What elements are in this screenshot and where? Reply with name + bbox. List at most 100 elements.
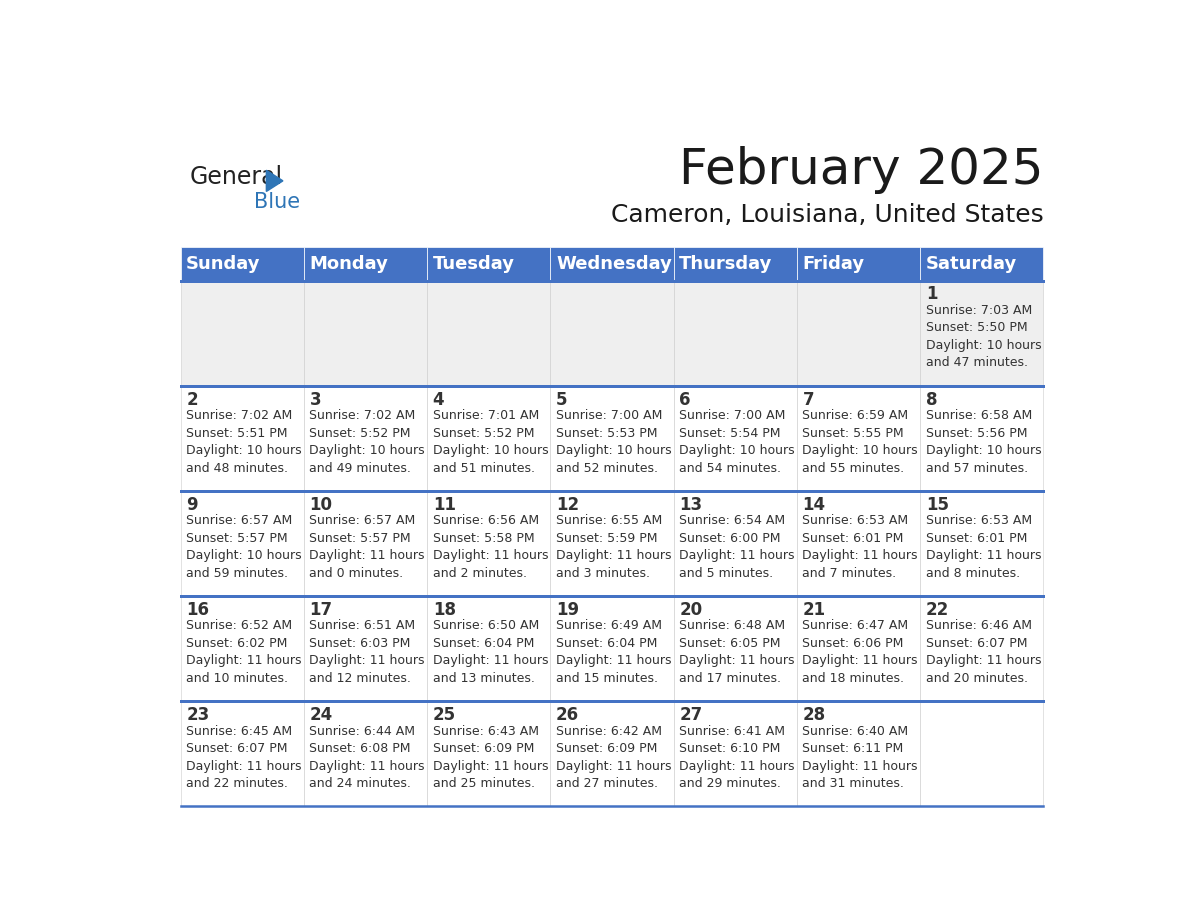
Text: Saturday: Saturday <box>925 254 1017 273</box>
Text: 4: 4 <box>432 391 444 409</box>
Text: 19: 19 <box>556 601 579 619</box>
Text: 9: 9 <box>187 496 198 514</box>
Text: 15: 15 <box>925 496 949 514</box>
Text: Sunrise: 6:47 AM
Sunset: 6:06 PM
Daylight: 11 hours
and 18 minutes.: Sunrise: 6:47 AM Sunset: 6:06 PM Dayligh… <box>802 620 918 685</box>
Bar <box>181 701 304 806</box>
Bar <box>797 491 921 596</box>
Text: Sunrise: 6:59 AM
Sunset: 5:55 PM
Daylight: 10 hours
and 55 minutes.: Sunrise: 6:59 AM Sunset: 5:55 PM Dayligh… <box>802 409 918 475</box>
Bar <box>797 701 921 806</box>
Text: Wednesday: Wednesday <box>556 254 672 273</box>
Text: 5: 5 <box>556 391 568 409</box>
Bar <box>550 701 674 806</box>
Bar <box>921 596 1043 701</box>
Bar <box>304 386 428 491</box>
Text: Sunrise: 6:57 AM
Sunset: 5:57 PM
Daylight: 11 hours
and 0 minutes.: Sunrise: 6:57 AM Sunset: 5:57 PM Dayligh… <box>310 514 425 579</box>
Text: Sunrise: 6:52 AM
Sunset: 6:02 PM
Daylight: 11 hours
and 10 minutes.: Sunrise: 6:52 AM Sunset: 6:02 PM Dayligh… <box>187 620 302 685</box>
Text: 17: 17 <box>310 601 333 619</box>
Text: Sunrise: 6:49 AM
Sunset: 6:04 PM
Daylight: 11 hours
and 15 minutes.: Sunrise: 6:49 AM Sunset: 6:04 PM Dayligh… <box>556 620 671 685</box>
Bar <box>304 596 428 701</box>
Text: Monday: Monday <box>310 254 388 273</box>
Bar <box>674 386 797 491</box>
Bar <box>674 247 797 281</box>
Bar <box>550 247 674 281</box>
Text: 13: 13 <box>680 496 702 514</box>
Text: Friday: Friday <box>802 254 865 273</box>
Text: Sunrise: 6:57 AM
Sunset: 5:57 PM
Daylight: 10 hours
and 59 minutes.: Sunrise: 6:57 AM Sunset: 5:57 PM Dayligh… <box>187 514 302 579</box>
Text: 23: 23 <box>187 706 209 724</box>
Text: Sunrise: 6:48 AM
Sunset: 6:05 PM
Daylight: 11 hours
and 17 minutes.: Sunrise: 6:48 AM Sunset: 6:05 PM Dayligh… <box>680 620 795 685</box>
Text: 21: 21 <box>802 601 826 619</box>
Text: Tuesday: Tuesday <box>432 254 514 273</box>
Bar <box>674 596 797 701</box>
Text: 11: 11 <box>432 496 456 514</box>
Bar <box>550 596 674 701</box>
Text: Sunday: Sunday <box>187 254 260 273</box>
Text: 22: 22 <box>925 601 949 619</box>
Text: Sunrise: 7:03 AM
Sunset: 5:50 PM
Daylight: 10 hours
and 47 minutes.: Sunrise: 7:03 AM Sunset: 5:50 PM Dayligh… <box>925 304 1042 369</box>
Text: 3: 3 <box>310 391 321 409</box>
Text: Sunrise: 6:56 AM
Sunset: 5:58 PM
Daylight: 11 hours
and 2 minutes.: Sunrise: 6:56 AM Sunset: 5:58 PM Dayligh… <box>432 514 548 579</box>
Bar <box>674 701 797 806</box>
Bar <box>304 701 428 806</box>
Bar <box>428 491 550 596</box>
Text: Sunrise: 7:02 AM
Sunset: 5:52 PM
Daylight: 10 hours
and 49 minutes.: Sunrise: 7:02 AM Sunset: 5:52 PM Dayligh… <box>310 409 425 475</box>
Bar <box>921 491 1043 596</box>
Text: February 2025: February 2025 <box>678 146 1043 195</box>
Bar <box>550 491 674 596</box>
Bar <box>797 386 921 491</box>
Bar <box>181 281 304 386</box>
Bar <box>921 247 1043 281</box>
Text: Sunrise: 6:50 AM
Sunset: 6:04 PM
Daylight: 11 hours
and 13 minutes.: Sunrise: 6:50 AM Sunset: 6:04 PM Dayligh… <box>432 620 548 685</box>
Bar <box>304 247 428 281</box>
Text: 28: 28 <box>802 706 826 724</box>
Bar <box>550 386 674 491</box>
Bar <box>674 491 797 596</box>
Bar <box>304 281 428 386</box>
Text: 14: 14 <box>802 496 826 514</box>
Text: 2: 2 <box>187 391 198 409</box>
Text: 20: 20 <box>680 601 702 619</box>
Bar <box>550 281 674 386</box>
Text: Sunrise: 7:02 AM
Sunset: 5:51 PM
Daylight: 10 hours
and 48 minutes.: Sunrise: 7:02 AM Sunset: 5:51 PM Dayligh… <box>187 409 302 475</box>
Text: 18: 18 <box>432 601 456 619</box>
Bar <box>181 596 304 701</box>
Polygon shape <box>266 170 283 192</box>
Bar <box>428 596 550 701</box>
Bar <box>797 596 921 701</box>
Bar <box>921 701 1043 806</box>
Bar <box>428 701 550 806</box>
Text: Sunrise: 6:43 AM
Sunset: 6:09 PM
Daylight: 11 hours
and 25 minutes.: Sunrise: 6:43 AM Sunset: 6:09 PM Dayligh… <box>432 724 548 790</box>
Text: Sunrise: 6:55 AM
Sunset: 5:59 PM
Daylight: 11 hours
and 3 minutes.: Sunrise: 6:55 AM Sunset: 5:59 PM Dayligh… <box>556 514 671 579</box>
Text: Sunrise: 7:00 AM
Sunset: 5:53 PM
Daylight: 10 hours
and 52 minutes.: Sunrise: 7:00 AM Sunset: 5:53 PM Dayligh… <box>556 409 671 475</box>
Bar <box>181 247 304 281</box>
Text: Sunrise: 7:00 AM
Sunset: 5:54 PM
Daylight: 10 hours
and 54 minutes.: Sunrise: 7:00 AM Sunset: 5:54 PM Dayligh… <box>680 409 795 475</box>
Text: 6: 6 <box>680 391 690 409</box>
Text: 25: 25 <box>432 706 456 724</box>
Text: Cameron, Louisiana, United States: Cameron, Louisiana, United States <box>611 203 1043 227</box>
Bar <box>181 386 304 491</box>
Text: 8: 8 <box>925 391 937 409</box>
Text: 26: 26 <box>556 706 579 724</box>
Bar <box>428 281 550 386</box>
Bar <box>428 386 550 491</box>
Text: Sunrise: 6:44 AM
Sunset: 6:08 PM
Daylight: 11 hours
and 24 minutes.: Sunrise: 6:44 AM Sunset: 6:08 PM Dayligh… <box>310 724 425 790</box>
Text: Sunrise: 6:51 AM
Sunset: 6:03 PM
Daylight: 11 hours
and 12 minutes.: Sunrise: 6:51 AM Sunset: 6:03 PM Dayligh… <box>310 620 425 685</box>
Text: Sunrise: 6:54 AM
Sunset: 6:00 PM
Daylight: 11 hours
and 5 minutes.: Sunrise: 6:54 AM Sunset: 6:00 PM Dayligh… <box>680 514 795 579</box>
Text: Sunrise: 7:01 AM
Sunset: 5:52 PM
Daylight: 10 hours
and 51 minutes.: Sunrise: 7:01 AM Sunset: 5:52 PM Dayligh… <box>432 409 549 475</box>
Bar <box>921 281 1043 386</box>
Text: Sunrise: 6:42 AM
Sunset: 6:09 PM
Daylight: 11 hours
and 27 minutes.: Sunrise: 6:42 AM Sunset: 6:09 PM Dayligh… <box>556 724 671 790</box>
Text: 24: 24 <box>310 706 333 724</box>
Bar <box>921 386 1043 491</box>
Text: Sunrise: 6:58 AM
Sunset: 5:56 PM
Daylight: 10 hours
and 57 minutes.: Sunrise: 6:58 AM Sunset: 5:56 PM Dayligh… <box>925 409 1042 475</box>
Bar <box>674 281 797 386</box>
Bar <box>428 247 550 281</box>
Text: Sunrise: 6:40 AM
Sunset: 6:11 PM
Daylight: 11 hours
and 31 minutes.: Sunrise: 6:40 AM Sunset: 6:11 PM Dayligh… <box>802 724 918 790</box>
Bar <box>797 281 921 386</box>
Bar <box>181 491 304 596</box>
Text: 27: 27 <box>680 706 702 724</box>
Text: Sunrise: 6:41 AM
Sunset: 6:10 PM
Daylight: 11 hours
and 29 minutes.: Sunrise: 6:41 AM Sunset: 6:10 PM Dayligh… <box>680 724 795 790</box>
Bar <box>797 247 921 281</box>
Text: 10: 10 <box>310 496 333 514</box>
Text: Sunrise: 6:46 AM
Sunset: 6:07 PM
Daylight: 11 hours
and 20 minutes.: Sunrise: 6:46 AM Sunset: 6:07 PM Dayligh… <box>925 620 1041 685</box>
Text: 12: 12 <box>556 496 579 514</box>
